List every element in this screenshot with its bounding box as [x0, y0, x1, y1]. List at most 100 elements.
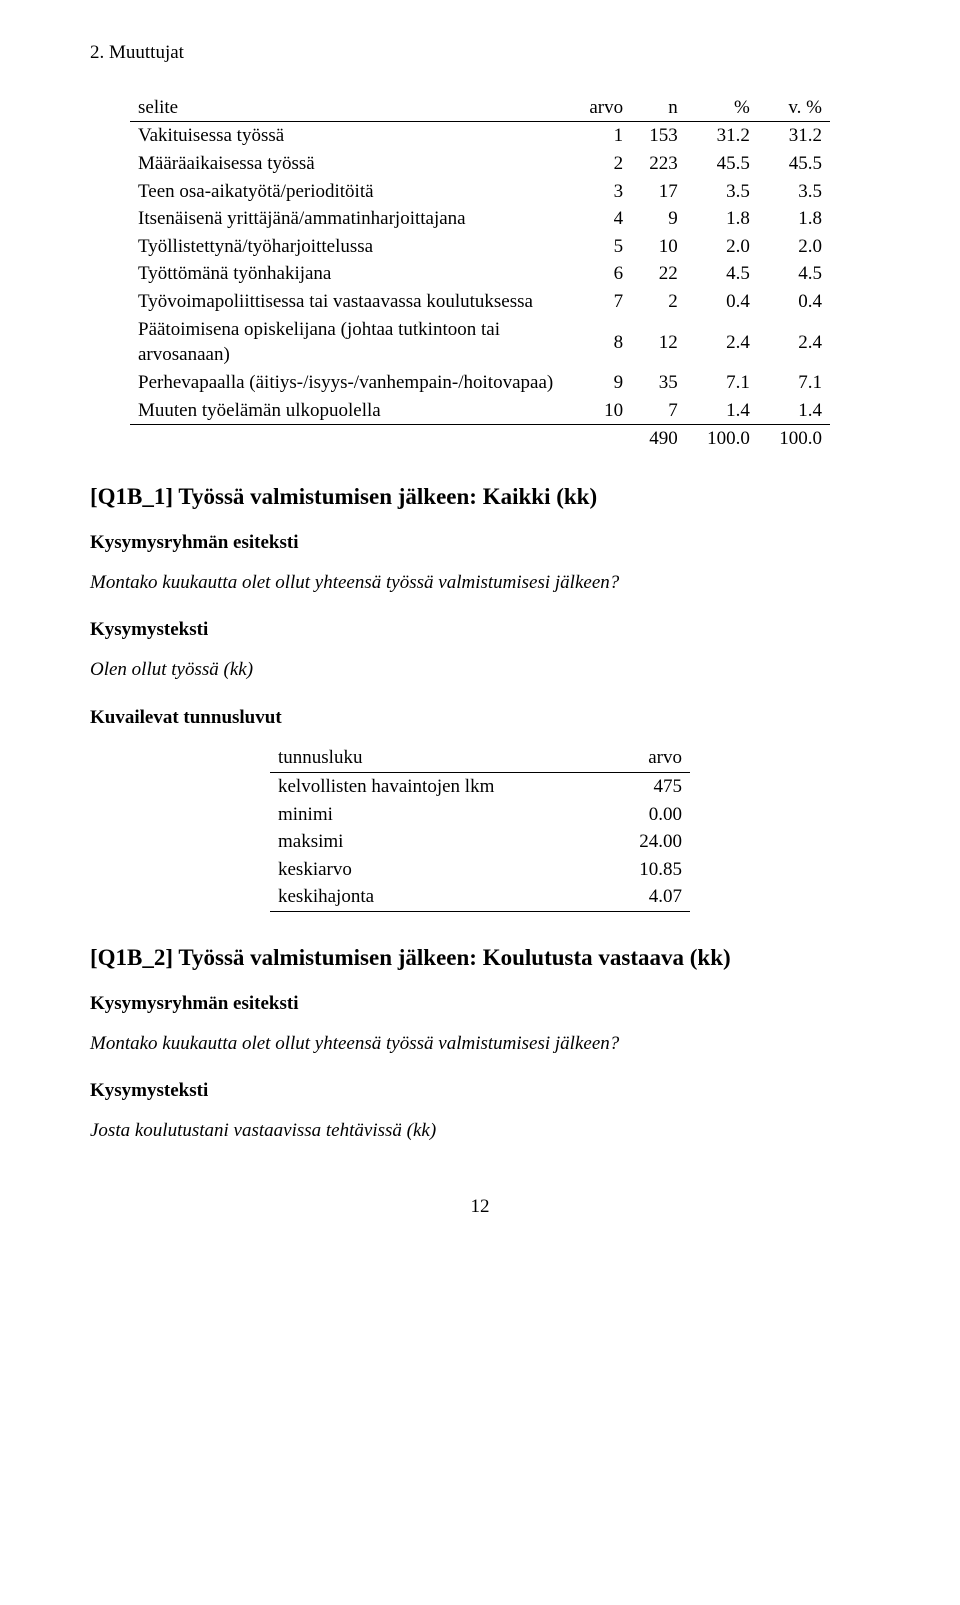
cell: Työllistettynä/työharjoittelussa [130, 233, 570, 261]
cell: maksimi [270, 828, 550, 856]
cell: 100.0 [758, 425, 830, 453]
cell: 2.4 [758, 316, 830, 369]
cell: 0.4 [686, 288, 758, 316]
cell: Perhevapaalla (äitiys-/isyys-/vanhempain… [130, 369, 570, 397]
cell: Määräaikaisessa työssä [130, 150, 570, 178]
cell: 9 [631, 205, 686, 233]
table-row: Muuten työelämän ulkopuolella1071.41.4 [130, 397, 830, 425]
cell: 10 [631, 233, 686, 261]
cell: 4 [570, 205, 631, 233]
cell: 10 [570, 397, 631, 425]
cell: 100.0 [686, 425, 758, 453]
cell: 7 [570, 288, 631, 316]
cell: 2 [570, 150, 631, 178]
descriptive-stats-label: Kuvailevat tunnusluvut [90, 705, 870, 731]
cell: 2.0 [758, 233, 830, 261]
cell: 22 [631, 260, 686, 288]
cell: 153 [631, 122, 686, 150]
cell: Työttömänä työnhakijana [130, 260, 570, 288]
cell: 1.4 [758, 397, 830, 425]
cell: kelvollisten havaintojen lkm [270, 772, 550, 800]
section-title-q1b2: [Q1B_2] Työssä valmistumisen jälkeen: Ko… [90, 942, 870, 973]
cell: 0.4 [758, 288, 830, 316]
cell: 12 [631, 316, 686, 369]
cell: minimi [270, 801, 550, 829]
cell: 3.5 [686, 178, 758, 206]
cell: 2.0 [686, 233, 758, 261]
question-text: Josta koulutustani vastaavissa tehtäviss… [90, 1118, 870, 1144]
table-total-row: 490100.0100.0 [130, 425, 830, 453]
cell: 10.85 [550, 856, 690, 884]
cell: 7.1 [758, 369, 830, 397]
table-row: Teen osa-aikatyötä/perioditöitä3173.53.5 [130, 178, 830, 206]
question-text: Olen ollut työssä (kk) [90, 657, 870, 683]
cell: 3 [570, 178, 631, 206]
cell [570, 425, 631, 453]
table-row: maksimi24.00 [270, 828, 690, 856]
table-end-rule [270, 912, 690, 915]
col-pct: % [686, 94, 758, 122]
table-row: Työvoimapoliittisessa tai vastaavassa ko… [130, 288, 830, 316]
group-pretext-label: Kysymysryhmän esiteksti [90, 530, 870, 556]
group-pretext: Montako kuukautta olet ollut yhteensä ty… [90, 570, 870, 596]
col-tunnusluku: tunnusluku [270, 744, 550, 772]
table-row: Päätoimisena opiskelijana (johtaa tutkin… [130, 316, 830, 369]
cell: 2 [631, 288, 686, 316]
cell: 2.4 [686, 316, 758, 369]
table-row: Työllistettynä/työharjoittelussa5102.02.… [130, 233, 830, 261]
cell: 1.8 [686, 205, 758, 233]
table-row: minimi0.00 [270, 801, 690, 829]
cell: 4.5 [758, 260, 830, 288]
page-top-header: 2. Muuttujat [90, 40, 870, 66]
group-pretext-label: Kysymysryhmän esiteksti [90, 991, 870, 1017]
page-number: 12 [90, 1194, 870, 1220]
cell: 7 [631, 397, 686, 425]
table-header-row: selite arvo n % v. % [130, 94, 830, 122]
cell: Muuten työelämän ulkopuolella [130, 397, 570, 425]
cell: Työvoimapoliittisessa tai vastaavassa ko… [130, 288, 570, 316]
table-row: Työttömänä työnhakijana6224.54.5 [130, 260, 830, 288]
variables-table: selite arvo n % v. % Vakituisessa työssä… [130, 94, 830, 453]
table-row: Perhevapaalla (äitiys-/isyys-/vanhempain… [130, 369, 830, 397]
table-row: keskiarvo10.85 [270, 856, 690, 884]
col-vpct: v. % [758, 94, 830, 122]
cell: 6 [570, 260, 631, 288]
cell [130, 425, 570, 453]
cell: Itsenäisenä yrittäjänä/ammatinharjoittaj… [130, 205, 570, 233]
cell: 1.4 [686, 397, 758, 425]
question-text-label: Kysymysteksti [90, 617, 870, 643]
cell: 3.5 [758, 178, 830, 206]
cell: 223 [631, 150, 686, 178]
cell: 31.2 [758, 122, 830, 150]
cell: 0.00 [550, 801, 690, 829]
col-selite: selite [130, 94, 570, 122]
table-header-row: tunnusluku arvo [270, 744, 690, 772]
cell: 490 [631, 425, 686, 453]
table-row: keskihajonta4.07 [270, 883, 690, 911]
stats-table: tunnusluku arvo kelvollisten havaintojen… [270, 744, 690, 914]
col-n: n [631, 94, 686, 122]
cell: 1 [570, 122, 631, 150]
cell: 31.2 [686, 122, 758, 150]
cell: 1.8 [758, 205, 830, 233]
cell: 24.00 [550, 828, 690, 856]
cell: 4.07 [550, 883, 690, 911]
col-arvo: arvo [550, 744, 690, 772]
cell: 4.5 [686, 260, 758, 288]
cell: 7.1 [686, 369, 758, 397]
cell: 17 [631, 178, 686, 206]
cell: 475 [550, 772, 690, 800]
cell: Päätoimisena opiskelijana (johtaa tutkin… [130, 316, 570, 369]
cell: 35 [631, 369, 686, 397]
col-arvo: arvo [570, 94, 631, 122]
question-text-label: Kysymysteksti [90, 1078, 870, 1104]
cell: Vakituisessa työssä [130, 122, 570, 150]
cell: 45.5 [686, 150, 758, 178]
group-pretext: Montako kuukautta olet ollut yhteensä ty… [90, 1031, 870, 1057]
cell: 5 [570, 233, 631, 261]
cell: 8 [570, 316, 631, 369]
cell: keskiarvo [270, 856, 550, 884]
cell: keskihajonta [270, 883, 550, 911]
section-title-q1b1: [Q1B_1] Työssä valmistumisen jälkeen: Ka… [90, 481, 870, 512]
table-row: kelvollisten havaintojen lkm475 [270, 772, 690, 800]
